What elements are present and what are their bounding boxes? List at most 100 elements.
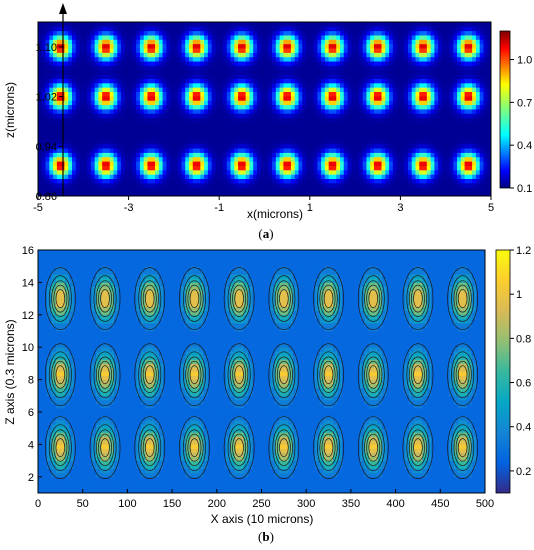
heatmap-cell (185, 74, 190, 79)
heatmap-cell (204, 109, 209, 114)
heatmap-cell (207, 39, 213, 45)
heatmap-cell (373, 39, 379, 45)
heatmap-cell (211, 122, 216, 127)
heatmap-cell (317, 182, 322, 188)
heatmap-cell (268, 43, 273, 49)
heatmap-cell (302, 104, 307, 110)
heatmap-cell (268, 161, 273, 166)
heatmap-cell (211, 69, 216, 75)
heatmap-cell (56, 109, 62, 114)
heatmap-cell (249, 91, 254, 97)
heatmap-cell (83, 104, 88, 110)
heatmap-cell (166, 48, 171, 53)
heatmap-cell (415, 109, 420, 114)
heatmap-cell (143, 122, 148, 127)
heatmap-cell (366, 139, 371, 145)
heatmap-cell (136, 43, 141, 49)
heatmap-cell (407, 65, 413, 71)
heatmap-cell (75, 61, 80, 66)
heatmap-cell (56, 69, 62, 75)
heatmap-cell (373, 65, 379, 71)
heatmap-cell (453, 122, 458, 127)
heatmap-cell (253, 69, 258, 75)
heatmap-cell (189, 61, 194, 66)
heatmap-cell (113, 161, 118, 166)
heatmap-cell (355, 143, 360, 149)
heatmap-cell (430, 22, 435, 27)
heatmap-cell (381, 48, 386, 53)
heatmap-cell (298, 91, 303, 97)
heatmap-cell (324, 35, 330, 40)
heatmap-cell (245, 61, 250, 66)
heatmap-cell (381, 74, 386, 79)
heatmap-cell (464, 156, 469, 162)
heatmap-cell (355, 126, 360, 132)
heatmap-cell (113, 30, 118, 36)
heatmap-cell (468, 30, 473, 36)
heatmap-cell (441, 30, 447, 36)
heatmap-cell (90, 169, 96, 175)
heatmap-cell (136, 100, 141, 106)
heatmap-cell (419, 22, 424, 27)
heatmap-cell (207, 95, 213, 101)
heatmap-cell (317, 65, 322, 71)
contour-cell (198, 488, 204, 494)
heatmap-cell (41, 187, 46, 193)
heatmap-cell (94, 82, 99, 88)
heatmap-cell (275, 26, 280, 32)
heatmap-cell (90, 87, 96, 92)
heatmap-cell (468, 87, 473, 92)
heatmap-cell (200, 69, 205, 75)
heatmap-cell (105, 191, 111, 197)
heatmap-cell (102, 39, 107, 45)
heatmap-cell (234, 74, 239, 79)
heatmap-cell (226, 26, 231, 32)
heatmap-cell (479, 22, 484, 27)
heatmap-cell (396, 161, 401, 166)
heatmap-cell (441, 122, 447, 127)
heatmap-cell (332, 139, 337, 145)
heatmap-cell (407, 26, 413, 32)
heatmap-cell (222, 169, 228, 175)
heatmap-cell (426, 61, 431, 66)
heatmap-cell (256, 139, 262, 145)
heatmap-cell (155, 87, 160, 92)
heatmap-cell (204, 56, 209, 62)
heatmap-cell (434, 148, 439, 153)
heatmap-cell (143, 104, 148, 110)
heatmap-cell (196, 139, 201, 145)
heatmap-cell (155, 95, 160, 101)
heatmap-cell (241, 35, 247, 40)
heatmap-cell (147, 122, 152, 127)
heatmap-cell (181, 61, 186, 66)
heatmap-cell (102, 22, 107, 27)
heatmap-cell (102, 61, 107, 66)
heatmap-cell (204, 69, 209, 75)
y-tick-label: 1.02 (36, 92, 57, 104)
heatmap-cell (215, 117, 220, 123)
heatmap-cell (472, 69, 477, 75)
heatmap-cell (468, 135, 473, 140)
heatmap-cell (306, 39, 311, 45)
heatmap-cell (468, 178, 473, 184)
heatmap-cell (317, 178, 322, 184)
heatmap-cell (162, 122, 167, 127)
heatmap-cell (211, 52, 216, 58)
heatmap-cell (272, 135, 277, 140)
heatmap-cell (279, 91, 284, 97)
heatmap-cell (151, 56, 156, 62)
contour-cell (140, 488, 146, 494)
heatmap-cell (290, 35, 296, 40)
heatmap-cell (245, 113, 250, 119)
heatmap-cell (313, 130, 318, 136)
heatmap-cell (355, 78, 360, 84)
heatmap-cell (336, 48, 341, 53)
heatmap-cell (68, 122, 73, 127)
heatmap-cell (294, 122, 299, 127)
heatmap-cell (453, 135, 458, 140)
heatmap-cell (158, 100, 163, 106)
contour-cell (131, 484, 137, 490)
contour-cell (109, 488, 115, 494)
heatmap-cell (200, 104, 205, 110)
heatmap-cell (38, 56, 43, 62)
